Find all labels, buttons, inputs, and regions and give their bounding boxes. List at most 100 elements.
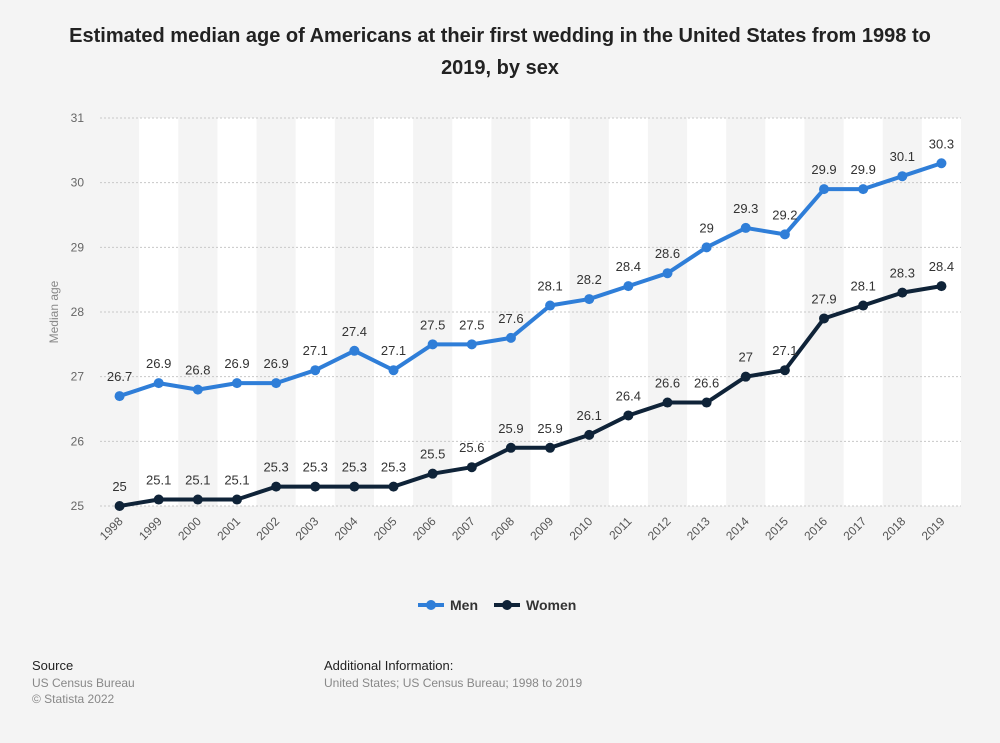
data-point <box>310 481 321 492</box>
x-tick-label: 2005 <box>371 514 400 543</box>
data-point <box>740 222 751 233</box>
data-label: 25.1 <box>146 473 171 488</box>
data-label: 26.4 <box>616 388 641 403</box>
x-tick-label: 2012 <box>645 514 674 543</box>
data-point <box>858 184 869 195</box>
x-tick-label: 2015 <box>762 514 791 543</box>
data-point <box>466 339 477 350</box>
data-point <box>819 313 830 324</box>
data-label: 27.5 <box>420 317 445 332</box>
x-tick-label: 1999 <box>136 514 165 543</box>
data-label: 29.3 <box>733 201 758 216</box>
x-tick-label: 2004 <box>332 514 361 543</box>
data-point <box>701 397 712 408</box>
data-point <box>192 384 203 395</box>
y-tick-label: 25 <box>71 499 85 513</box>
data-label: 26.6 <box>655 376 680 391</box>
data-label: 25.3 <box>263 460 288 475</box>
data-point <box>192 494 203 505</box>
data-label: 25.9 <box>498 421 523 436</box>
y-tick-label: 30 <box>71 176 85 190</box>
data-point <box>545 300 556 311</box>
data-label: 29 <box>699 220 713 235</box>
x-tick-label: 2016 <box>801 514 830 543</box>
data-label: 26.7 <box>107 369 132 384</box>
legend-label-men: Men <box>450 597 478 613</box>
data-label: 25.3 <box>381 460 406 475</box>
data-point <box>271 481 282 492</box>
source-heading: Source <box>32 658 74 673</box>
data-point <box>701 242 712 253</box>
x-tick-label: 1998 <box>97 514 126 543</box>
y-axis-label: Median age <box>47 280 61 343</box>
source-block: Source US Census Bureau © Statista 2022 <box>32 658 135 707</box>
data-point <box>114 501 125 511</box>
x-tick-label: 2001 <box>214 514 243 543</box>
x-tick-label: 2009 <box>527 514 556 543</box>
source-text: US Census Bureau <box>32 676 135 690</box>
additional-info-text: United States; US Census Bureau; 1998 to… <box>324 676 583 690</box>
x-tick-label: 2014 <box>723 514 752 543</box>
additional-info-heading: Additional Information: <box>324 658 454 673</box>
data-label: 25.3 <box>303 460 328 475</box>
data-point <box>114 391 125 402</box>
additional-info-block: Additional Information: United States; U… <box>324 658 582 691</box>
copyright-text: © Statista 2022 <box>32 692 115 706</box>
chart-title: Estimated median age of Americans at the… <box>69 25 931 79</box>
x-tick-label: 2010 <box>567 514 596 543</box>
data-label: 25.1 <box>224 473 249 488</box>
data-point <box>427 468 438 479</box>
data-label: 25.5 <box>420 447 445 462</box>
data-label: 27.5 <box>459 317 484 332</box>
x-tick-label: 2000 <box>175 514 204 543</box>
data-label: 26.9 <box>146 356 171 371</box>
data-point <box>584 294 595 305</box>
data-label: 28.1 <box>537 279 562 294</box>
data-point <box>623 410 634 421</box>
data-label: 27.1 <box>381 343 406 358</box>
legend-marker-men <box>426 600 436 610</box>
x-tick-label: 2017 <box>840 514 869 543</box>
data-label: 29.2 <box>772 207 797 222</box>
data-label: 28.4 <box>616 259 641 274</box>
data-point <box>231 494 242 505</box>
data-label: 27.9 <box>811 291 836 306</box>
data-point <box>779 229 790 240</box>
data-point <box>897 171 908 182</box>
data-label: 28.2 <box>577 272 602 287</box>
data-label: 27.1 <box>772 343 797 358</box>
x-tick-label: 2003 <box>293 514 322 543</box>
data-point <box>545 442 556 453</box>
data-point <box>505 332 516 343</box>
data-label: 28.4 <box>929 259 954 274</box>
x-tick-label: 2008 <box>488 514 517 543</box>
data-point <box>819 184 830 195</box>
data-label: 27.4 <box>342 324 367 339</box>
data-label: 27.1 <box>303 343 328 358</box>
x-tick-label: 2019 <box>919 514 948 543</box>
data-point <box>584 429 595 440</box>
data-label: 28.3 <box>890 266 915 281</box>
data-label: 29.9 <box>851 162 876 177</box>
data-label: 28.1 <box>851 279 876 294</box>
data-point <box>349 345 360 356</box>
data-label: 26.6 <box>694 376 719 391</box>
data-point <box>505 442 516 453</box>
y-tick-label: 29 <box>71 240 85 254</box>
data-label: 27.6 <box>498 311 523 326</box>
data-label: 29.9 <box>811 162 836 177</box>
data-point <box>740 371 751 382</box>
data-label: 25.9 <box>537 421 562 436</box>
data-label: 25.1 <box>185 473 210 488</box>
data-label: 30.1 <box>890 149 915 164</box>
series-line-men <box>118 161 943 398</box>
data-point <box>427 339 438 350</box>
x-tick-label: 2018 <box>880 514 909 543</box>
y-tick-label: 31 <box>71 111 85 125</box>
x-tick-label: 2002 <box>253 514 282 543</box>
y-tick-label: 28 <box>71 305 85 319</box>
y-tick-label: 27 <box>71 370 85 384</box>
data-point <box>662 268 673 279</box>
legend-marker-women <box>502 600 512 610</box>
data-point <box>858 300 869 311</box>
